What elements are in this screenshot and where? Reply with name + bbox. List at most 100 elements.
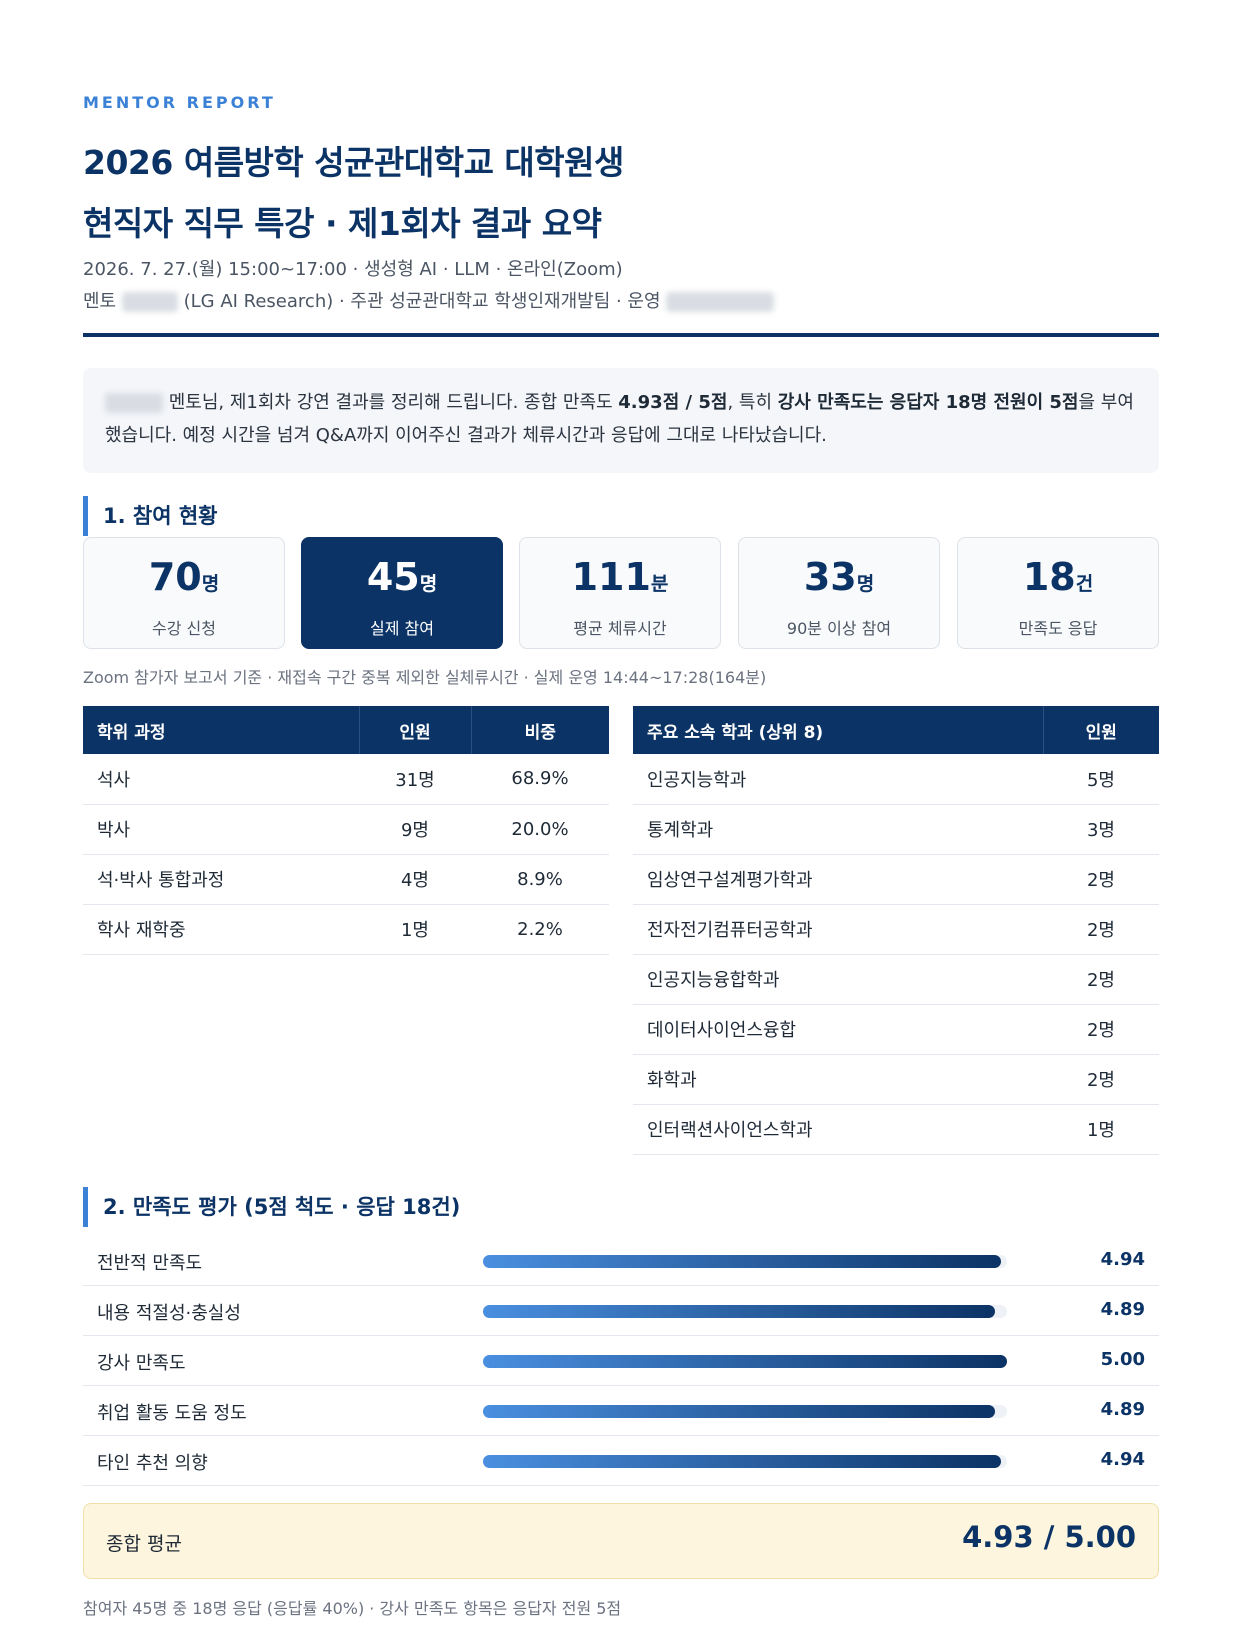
section-title-satisfaction: 2. 만족도 평가 (5점 척도 · 응답 18건)	[83, 1187, 460, 1227]
satisfaction-bar-fill	[483, 1305, 996, 1318]
stat-label: 만족도 응답	[1018, 619, 1098, 638]
satisfaction-track	[483, 1405, 1007, 1418]
degree-cell: 박사	[83, 804, 359, 855]
table-row: 통계학과 3명	[633, 804, 1159, 855]
satisfaction-row-recommend: 타인 추천 의향 4.94	[83, 1436, 1159, 1486]
dept-cell: 2명	[1043, 1004, 1159, 1055]
satisfaction-track	[483, 1305, 1007, 1318]
report-title: 2026 여름방학 성균관대학교 대학원생 현직자 직무 특강 · 제1회차 결…	[83, 132, 624, 254]
satisfaction-bar-fill	[483, 1405, 996, 1418]
satisfaction-track	[483, 1455, 1007, 1468]
dept-header-count: 인원	[1042, 706, 1159, 754]
summary-bold-2: 강사 만족도는 응답자 18명 전원이 5점	[777, 392, 1079, 413]
table-row: 화학과 2명	[633, 1054, 1159, 1105]
degree-cell: 석·박사 통합과정	[83, 854, 359, 905]
table-row: 임상연구설계평가학과 2명	[633, 854, 1159, 905]
degree-table: 학위 과정 인원 비중 석사 31명 68.9% 박사 9명 20.0% 석·박…	[83, 706, 609, 955]
stat-value: 45명	[366, 555, 438, 599]
stat-card-responses: 18건 만족도 응답	[957, 537, 1159, 649]
meta-mentor-details: (LG AI Research) · 주관 성균관대학교 학생인재개발팀 · 운…	[183, 291, 661, 312]
satisfaction-footnote: 참여자 45명 중 18명 응답 (응답률 40%) · 강사 만족도 항목은 …	[83, 1599, 622, 1618]
dept-cell: 화학과	[633, 1054, 1043, 1105]
satisfaction-value: 4.89	[1100, 1399, 1145, 1420]
meta-mentor-prefix: 멘토	[83, 291, 117, 312]
satisfaction-value: 5.00	[1100, 1349, 1145, 1370]
satisfaction-value: 4.94	[1100, 1449, 1145, 1470]
dept-cell: 2명	[1043, 854, 1159, 905]
satisfaction-label: 전반적 만족도	[97, 1253, 203, 1274]
report-meta: 2026. 7. 27.(월) 15:00~17:00 · 생성형 AI · L…	[83, 254, 775, 318]
summary-text-3: 을 부여했습니다. 예정 시간을 넘겨 Q&A까지 이어주신 결과가 체류시간과…	[105, 392, 1134, 446]
stat-label: 실제 참여	[370, 619, 434, 638]
stats-row: 70명 수강 신청 45명 실제 참여 111분 평균 체류시간 33명 90분…	[83, 537, 1159, 649]
stat-card-avg-stay: 111분 평균 체류시간	[519, 537, 721, 649]
table-row: 인공지능융합학과 2명	[633, 954, 1159, 1005]
satisfaction-bar-fill	[483, 1255, 1001, 1268]
table-row: 인공지능학과 5명	[633, 754, 1159, 805]
satisfaction-bars: 전반적 만족도 4.94 내용 적절성·충실성 4.89 강사 만족도 5.00…	[83, 1236, 1159, 1486]
dept-cell: 인공지능학과	[633, 754, 1043, 805]
stat-value: 70명	[148, 555, 220, 599]
stat-card-attended: 45명 실제 참여	[301, 537, 503, 649]
degree-cell: 20.0%	[471, 804, 609, 855]
average-label: 종합 평균	[106, 1533, 182, 1555]
degree-cell: 68.9%	[471, 754, 609, 805]
dept-cell: 5명	[1043, 754, 1159, 805]
table-row: 석·박사 통합과정 4명 8.9%	[83, 854, 609, 905]
meta-line2: 멘토 (LG AI Research) · 주관 성균관대학교 학생인재개발팀 …	[83, 286, 775, 318]
degree-cell: 9명	[359, 804, 471, 855]
summary-box: 멘토님, 제1회차 강연 결과를 정리해 드립니다. 종합 만족도 4.93점 …	[83, 368, 1159, 473]
dept-cell: 2명	[1043, 1054, 1159, 1105]
report-eyebrow: MENTOR REPORT	[83, 93, 276, 112]
overall-average-box: 종합 평균 4.93 / 5.00	[83, 1503, 1159, 1579]
dept-cell: 전자전기컴퓨터공학과	[633, 904, 1043, 955]
satisfaction-row-instructor: 강사 만족도 5.00	[83, 1336, 1159, 1386]
satisfaction-bar-fill	[483, 1355, 1007, 1368]
table-row: 학사 재학중 1명 2.2%	[83, 904, 609, 955]
table-row: 전자전기컴퓨터공학과 2명	[633, 904, 1159, 955]
dept-cell: 데이터사이언스융합	[633, 1004, 1043, 1055]
stat-card-registered: 70명 수강 신청	[83, 537, 285, 649]
satisfaction-value: 4.94	[1100, 1249, 1145, 1270]
satisfaction-track	[483, 1355, 1007, 1368]
stat-value: 111분	[571, 555, 669, 599]
degree-cell: 학사 재학중	[83, 904, 359, 955]
dept-cell: 2명	[1043, 904, 1159, 955]
dept-cell: 1명	[1043, 1104, 1159, 1155]
degree-cell: 31명	[359, 754, 471, 805]
participation-note: Zoom 참가자 보고서 기준 · 재접속 구간 중복 제외한 실체류시간 · …	[83, 668, 767, 687]
summary-text-2: , 특히	[727, 392, 778, 413]
degree-header-ratio: 비중	[470, 706, 609, 754]
degree-cell: 1명	[359, 904, 471, 955]
stat-value: 33명	[803, 555, 875, 599]
dept-cell: 인터랙션사이언스학과	[633, 1104, 1043, 1155]
summary-text-1: 멘토님, 제1회차 강연 결과를 정리해 드립니다. 종합 만족도	[168, 392, 619, 413]
degree-cell: 석사	[83, 754, 359, 805]
section-title-participation: 1. 참여 현황	[83, 496, 218, 536]
degree-header-program: 학위 과정	[83, 706, 359, 754]
stat-label: 수강 신청	[152, 619, 216, 638]
stat-value: 18건	[1022, 555, 1094, 599]
summary-bold-1: 4.93점 / 5점	[618, 392, 728, 413]
report-title-line1: 2026 여름방학 성균관대학교 대학원생	[83, 143, 624, 182]
degree-header-count: 인원	[358, 706, 471, 754]
redacted-operator-name	[666, 292, 775, 312]
satisfaction-track	[483, 1255, 1007, 1268]
satisfaction-label: 타인 추천 의향	[97, 1453, 208, 1474]
average-value: 4.93 / 5.00	[962, 1520, 1136, 1554]
dept-cell: 3명	[1043, 804, 1159, 855]
satisfaction-bar-fill	[483, 1455, 1001, 1468]
header-divider	[83, 333, 1159, 337]
table-row: 박사 9명 20.0%	[83, 804, 609, 855]
table-row: 인터랙션사이언스학과 1명	[633, 1104, 1159, 1155]
redacted-mentor-name	[121, 292, 178, 312]
table-row: 석사 31명 68.9%	[83, 754, 609, 805]
degree-cell: 2.2%	[471, 904, 609, 955]
report-title-line2: 현직자 직무 특강 · 제1회차 결과 요약	[83, 204, 602, 243]
satisfaction-label: 강사 만족도	[97, 1353, 186, 1374]
dept-cell: 통계학과	[633, 804, 1043, 855]
dept-cell: 임상연구설계평가학과	[633, 854, 1043, 905]
redacted-greeting-name	[105, 393, 163, 413]
satisfaction-label: 취업 활동 도움 정도	[97, 1403, 247, 1424]
satisfaction-row-career-help: 취업 활동 도움 정도 4.89	[83, 1386, 1159, 1436]
